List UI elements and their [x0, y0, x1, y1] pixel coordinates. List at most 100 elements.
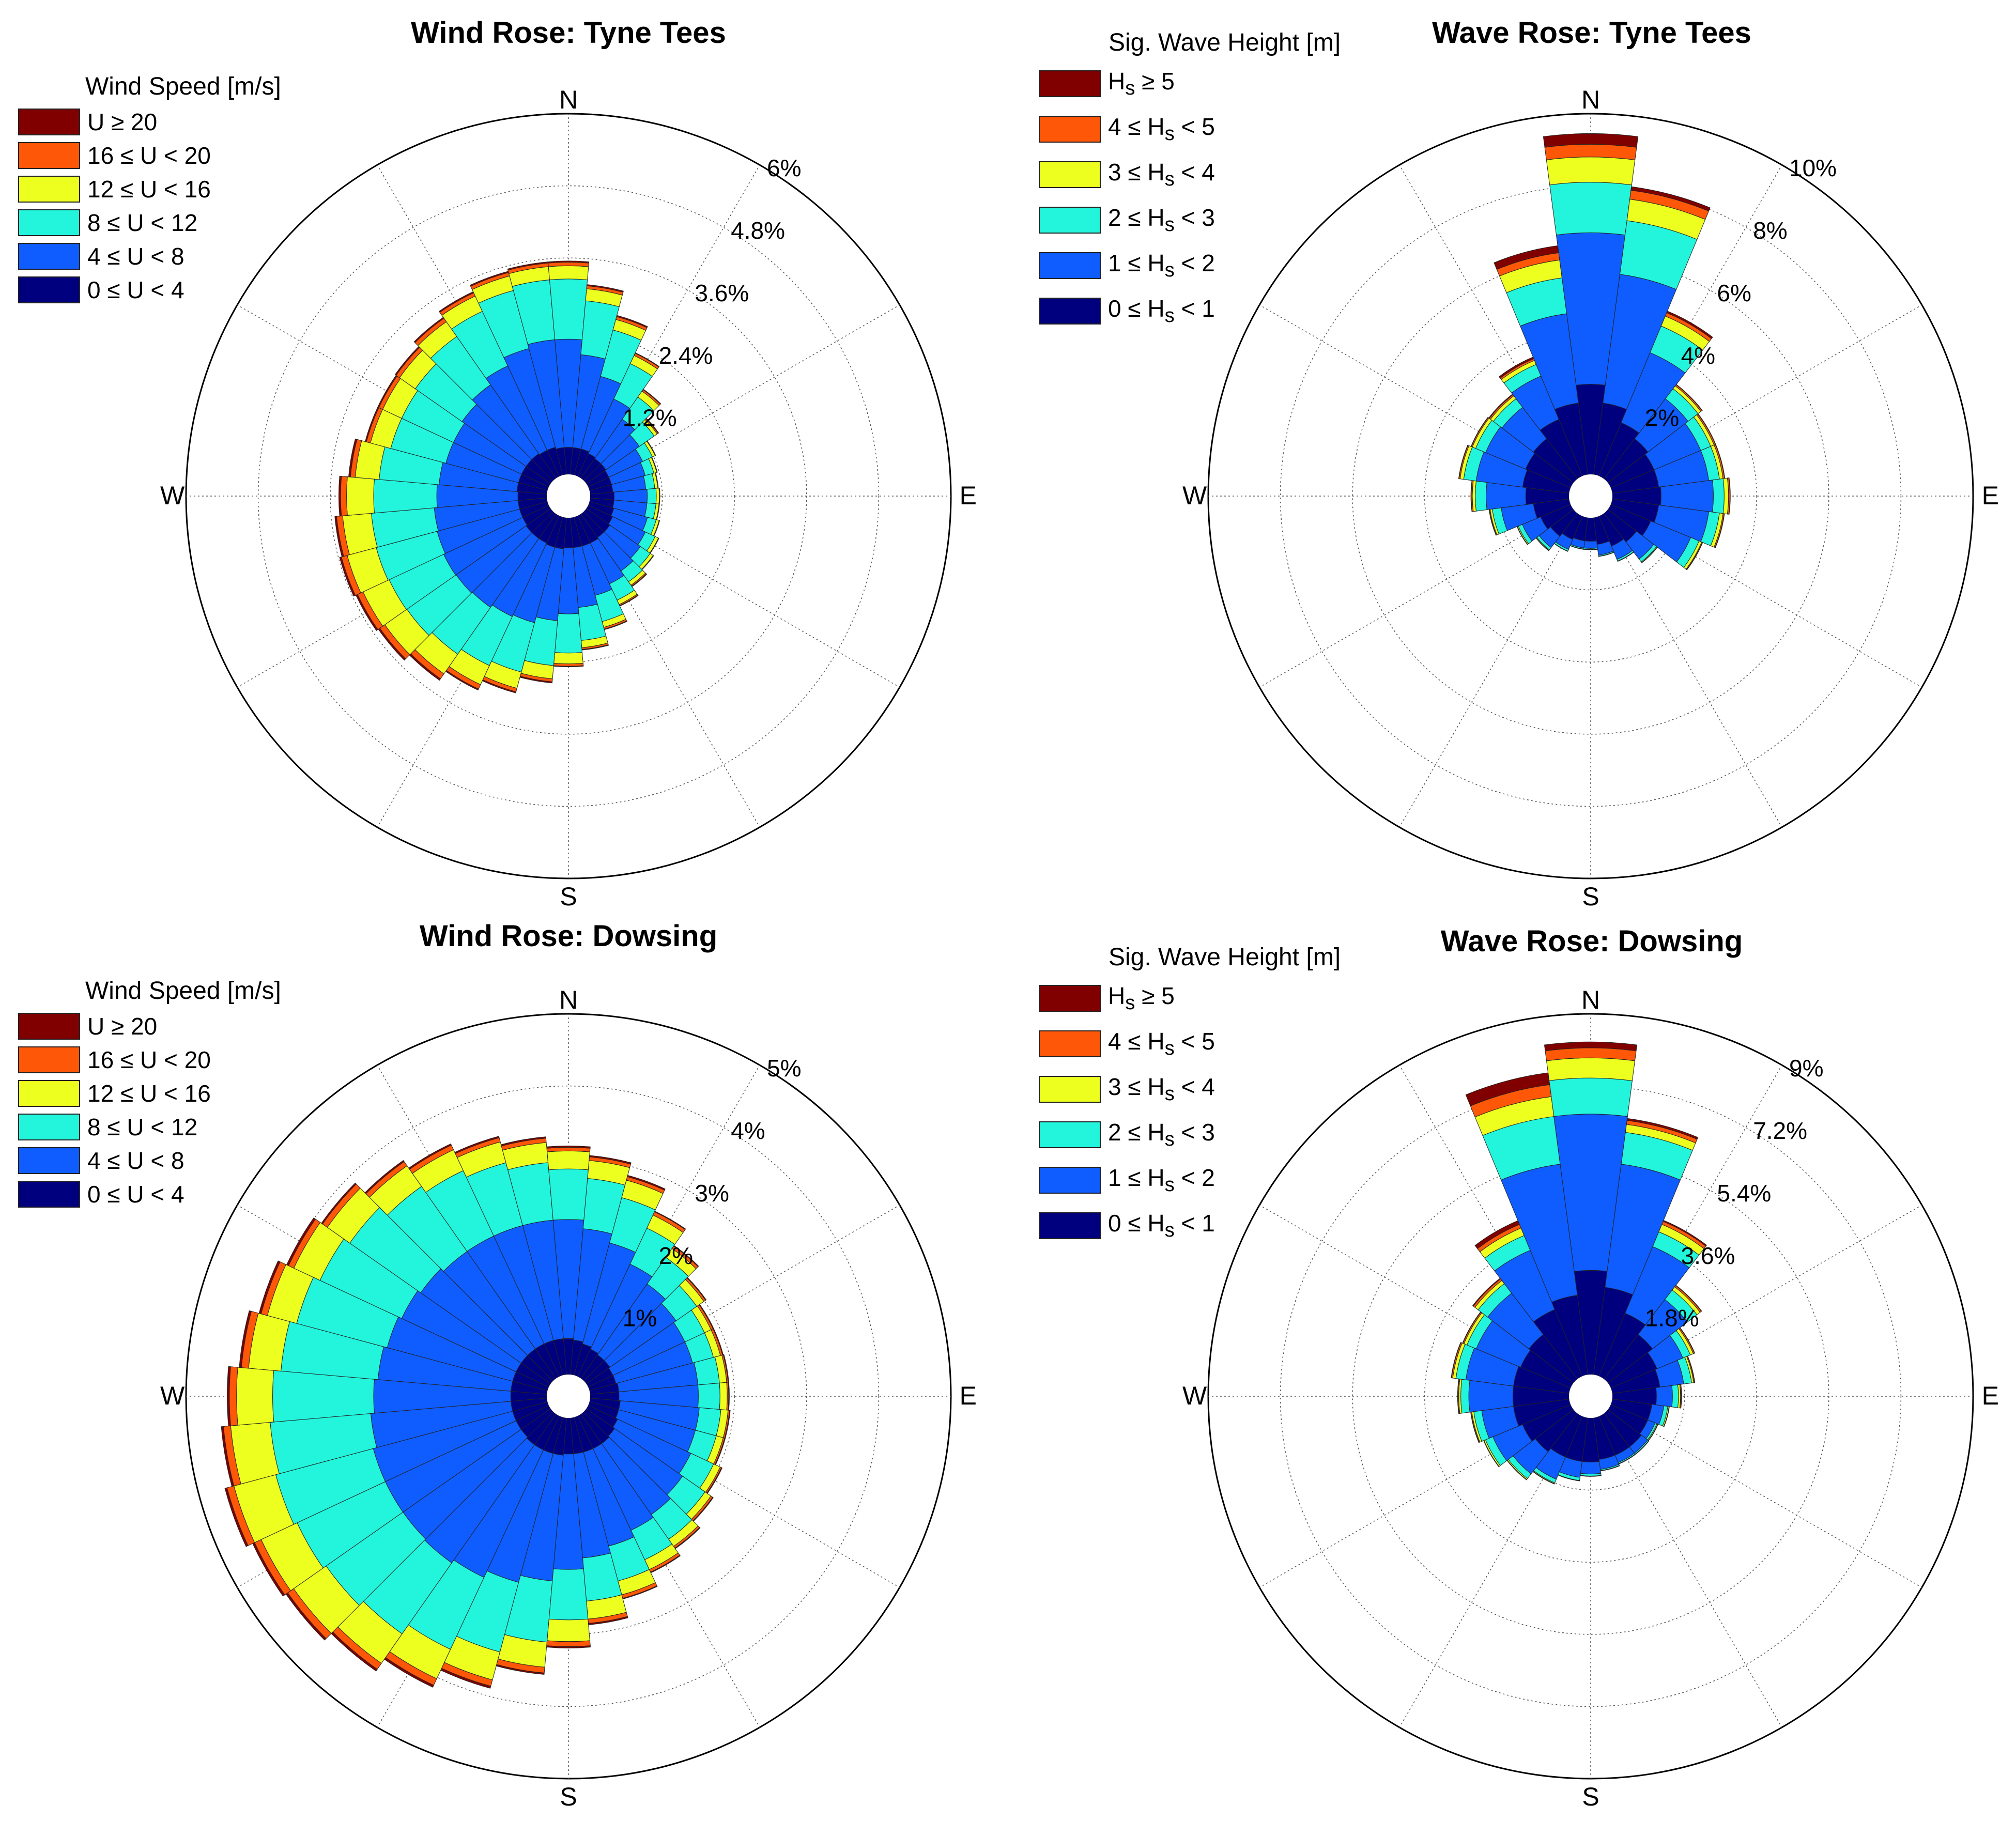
legend-item: 12 ≤ U < 16: [18, 172, 281, 206]
legend-label-sub: s: [1164, 1219, 1175, 1242]
legend-label: Hs ≥ 5: [1108, 67, 1175, 100]
rose-sector-8-bin-5: [1686, 542, 1703, 570]
legend-label-part: 0 ≤ H: [1108, 1210, 1165, 1237]
rose-sector-35-bin-5: [507, 261, 549, 271]
rose-sector-11-bin-3: [1598, 551, 1614, 557]
rose-sector-6-bin-2: [1671, 1384, 1679, 1408]
legend-item: 2 ≤ Hs < 3: [1039, 1112, 1341, 1158]
rose-sector-27-bin-2: [272, 1370, 375, 1423]
legend-swatch: [1039, 985, 1101, 1012]
legend-item: 4 ≤ Hs < 5: [1039, 106, 1341, 152]
rose-sector-7-bin-4: [651, 457, 658, 473]
legend-label: 0 ≤ Hs < 1: [1108, 295, 1215, 327]
rose-sector-6-bin-5: [1680, 1384, 1682, 1409]
ring-label: 2%: [1645, 405, 1679, 431]
rose-sector-7-bin-4: [1663, 1406, 1670, 1427]
legend-label-part: ≥ 5: [1135, 68, 1175, 95]
center-hole: [1569, 474, 1612, 518]
ring-label: 1.8%: [1645, 1305, 1699, 1332]
compass-label-S: S: [560, 1782, 577, 1810]
legend-label-part: < 3: [1174, 204, 1215, 232]
legend-label-part: H: [1108, 982, 1126, 1010]
ring-label: 6%: [767, 155, 801, 181]
ring-label: 7.2%: [1753, 1117, 1807, 1144]
rose-sector-3-bin-5: [1675, 1285, 1702, 1312]
center-hole: [547, 474, 590, 518]
compass-label-S: S: [1582, 1782, 1599, 1810]
legend-item: 0 ≤ U < 4: [18, 1177, 281, 1211]
legend-label-sub: s: [1164, 1128, 1175, 1151]
legend-label: 4 ≤ Hs < 5: [1108, 113, 1215, 145]
legend-label: 0 ≤ U < 4: [87, 276, 184, 303]
legend-label-sub: s: [1164, 259, 1175, 282]
rose-sector-9-bin-4: [658, 488, 660, 504]
legend-label: 12 ≤ U < 16: [87, 1079, 211, 1107]
compass-label-W: W: [1182, 481, 1207, 510]
rose-sector-4-bin-5: [673, 1245, 699, 1267]
legend-item: 1 ≤ Hs < 2: [1039, 1158, 1341, 1203]
legend-label: 8 ≤ U < 12: [87, 1113, 198, 1140]
rose-sector-1-bin-5: [1626, 1118, 1699, 1140]
compass-label-N: N: [1581, 85, 1600, 114]
rose-sector-28-bin-5: [239, 1310, 252, 1368]
rose-sector-0-bin-5: [1544, 1041, 1638, 1052]
legend-item: 8 ≤ U < 12: [18, 206, 281, 239]
legend-label-part: 3 ≤ H: [1108, 159, 1165, 186]
rose-sector-23-bin-5: [1465, 1072, 1550, 1106]
rose-sector-35-bin-5: [500, 1136, 546, 1147]
legend-swatch: [1039, 70, 1101, 97]
legend-swatch: [18, 142, 80, 169]
grid-ring: [1280, 1085, 1902, 1707]
rose-sector-27-bin-4: [340, 476, 348, 516]
legend-label: 8 ≤ U < 12: [87, 209, 198, 236]
rose-sector-18-bin-4: [546, 1640, 591, 1647]
rose-sector-0-bin-2: [548, 1168, 589, 1221]
legend-label: 0 ≤ Hs < 1: [1108, 1209, 1215, 1242]
compass-label-E: E: [960, 1381, 977, 1410]
legend-swatch: [18, 175, 80, 203]
rose-sector-12-bin-1: [1580, 1461, 1602, 1475]
rose-sector-0-bin-5: [1543, 133, 1639, 148]
legend-swatch: [1039, 1030, 1101, 1057]
legend-item: U ≥ 20: [18, 105, 281, 138]
legend-label-part: 2 ≤ H: [1108, 204, 1165, 232]
rose-sector-23-bin-5: [1494, 245, 1559, 270]
rose-sector-18-bin-2: [554, 613, 583, 654]
legend-label-part: H: [1108, 68, 1126, 95]
legend-swatch: [1039, 252, 1101, 279]
legend-item: 0 ≤ U < 4: [18, 273, 281, 306]
rose-sector-34-bin-5: [454, 1136, 500, 1154]
rose-sector-27-bin-2: [373, 479, 438, 514]
ring-label: 3%: [695, 1180, 729, 1207]
rose-sector-9-bin-4: [1641, 546, 1658, 563]
center-hole: [547, 1375, 590, 1418]
legend-label: 4 ≤ U < 8: [87, 1147, 184, 1174]
legend-swatch: [18, 1147, 80, 1174]
legend-label-part: < 4: [1174, 159, 1215, 186]
legend-label: 2 ≤ Hs < 3: [1108, 1118, 1215, 1151]
rose-sector-27-bin-5: [338, 475, 342, 517]
legend-label-part: 1 ≤ H: [1108, 250, 1165, 277]
rose-sector-1-bin-5: [1630, 186, 1711, 212]
rose-sector-2-bin-5: [1666, 311, 1713, 339]
legend-item: 3 ≤ Hs < 4: [1039, 152, 1341, 197]
rose-sector-30-bin-5: [286, 1217, 316, 1267]
legend-label: 3 ≤ Hs < 4: [1108, 158, 1215, 191]
legend-label: 12 ≤ U < 16: [87, 175, 211, 203]
rose-sector-6-bin-1: [1655, 1385, 1673, 1408]
rose-sector-0-bin-3: [1546, 1057, 1636, 1081]
legend-label-sub: s: [1164, 168, 1175, 191]
rose-sector-28-bin-5: [348, 438, 358, 477]
ring-label: 1.2%: [623, 405, 677, 431]
rose-sector-0-bin-3: [548, 265, 589, 281]
grid-ring: [257, 1085, 880, 1707]
wind-rose-tyne-tees-plot: 1.2% 2.4% 3.6% 4.8% 6% N E S W: [160, 85, 977, 909]
legend-swatch: [18, 1079, 80, 1107]
ring-label: 5%: [767, 1055, 801, 1082]
legend-label: U ≥ 20: [87, 108, 158, 135]
legend-label: 1 ≤ Hs < 2: [1108, 1164, 1215, 1196]
wind-rose-dowsing-title: Wind Rose: Dowsing: [419, 919, 718, 953]
legend-swatch: [1039, 161, 1101, 188]
compass-label-E: E: [1982, 481, 1999, 510]
wind-rose-tyne-tees-title: Wind Rose: Tyne Tees: [411, 16, 726, 50]
